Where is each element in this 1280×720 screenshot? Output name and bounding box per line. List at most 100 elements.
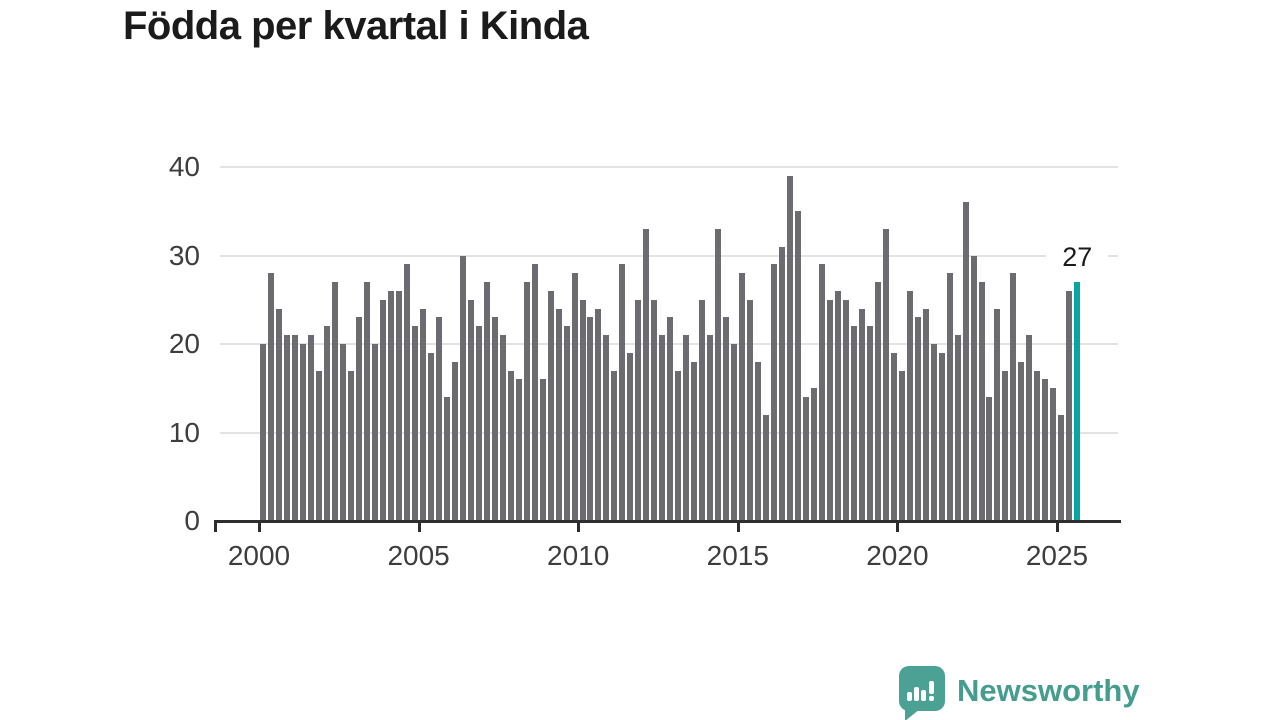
bar xyxy=(691,361,698,521)
bar xyxy=(356,317,363,521)
y-axis-tick-label: 40 xyxy=(168,151,200,182)
grid-line xyxy=(220,254,1118,257)
bar xyxy=(483,282,490,521)
bar xyxy=(1058,414,1065,521)
bar xyxy=(611,370,618,521)
bar xyxy=(986,397,993,521)
x-axis-tick-label: 2025 xyxy=(1025,540,1089,571)
x-axis-tick xyxy=(896,523,900,532)
bar xyxy=(699,299,706,521)
bar xyxy=(380,299,386,521)
bar xyxy=(348,370,355,521)
bar xyxy=(1018,361,1025,521)
bar xyxy=(292,335,299,521)
bar xyxy=(874,282,881,521)
bar xyxy=(667,317,674,521)
bar xyxy=(427,352,434,521)
bar xyxy=(595,308,602,521)
bar xyxy=(324,326,331,521)
bar xyxy=(387,290,394,521)
bar xyxy=(403,264,410,521)
bar xyxy=(962,202,969,521)
bar xyxy=(260,344,267,521)
logo-exclamation-dot-icon xyxy=(929,696,934,701)
bar xyxy=(1034,370,1041,521)
bar xyxy=(308,335,315,521)
bar xyxy=(579,299,586,521)
grid-line xyxy=(220,166,1118,168)
bar xyxy=(627,352,634,521)
bar xyxy=(300,344,307,521)
bar xyxy=(1042,379,1049,521)
y-axis-tick-label: 20 xyxy=(168,328,200,359)
bar xyxy=(1066,290,1073,521)
bar xyxy=(826,299,833,521)
bar xyxy=(284,335,291,521)
bar xyxy=(411,326,418,521)
bar xyxy=(659,335,666,521)
bar xyxy=(523,282,530,521)
bar xyxy=(635,299,642,521)
x-axis-tick xyxy=(1056,523,1059,532)
x-axis-tick xyxy=(736,523,740,532)
bar xyxy=(563,326,570,521)
bar xyxy=(818,264,825,521)
bar xyxy=(802,397,809,521)
bar xyxy=(332,282,339,521)
x-axis-tick-label: 2010 xyxy=(547,540,610,571)
highlight-bar xyxy=(1074,282,1081,521)
bar xyxy=(467,299,474,521)
bar xyxy=(810,388,817,521)
bar xyxy=(443,397,450,521)
bar xyxy=(547,290,554,521)
bar xyxy=(515,379,522,521)
bar xyxy=(850,326,857,521)
bar xyxy=(268,273,275,521)
bar xyxy=(419,308,426,521)
bar xyxy=(643,228,650,521)
bar xyxy=(475,326,482,521)
bar xyxy=(364,282,371,521)
bar xyxy=(451,361,458,521)
bar xyxy=(571,273,578,521)
bar xyxy=(1010,273,1017,521)
bar xyxy=(898,370,905,521)
bar xyxy=(491,317,498,521)
bar xyxy=(372,344,379,521)
x-axis-tick xyxy=(258,523,261,532)
x-axis-tick-label: 2000 xyxy=(227,540,291,571)
bar xyxy=(890,352,897,521)
bar xyxy=(882,228,889,521)
highlight-value-label: 27 xyxy=(1046,241,1109,273)
bar xyxy=(938,352,945,521)
bar xyxy=(834,290,841,521)
bar xyxy=(1002,370,1009,521)
y-axis-tick-label: 30 xyxy=(168,239,200,271)
x-axis-tick xyxy=(417,523,421,532)
axis-origin-tick xyxy=(214,523,217,532)
bar xyxy=(731,344,738,521)
bar xyxy=(930,344,937,521)
bar xyxy=(914,317,921,521)
bar xyxy=(866,326,873,521)
x-axis-tick-label: 2020 xyxy=(866,540,929,571)
x-axis-line xyxy=(214,520,1121,523)
bar xyxy=(499,335,506,521)
bar xyxy=(276,308,283,521)
logo-text: Newsworthy xyxy=(957,673,1140,708)
bar xyxy=(459,255,466,521)
bar xyxy=(316,370,323,521)
bar xyxy=(683,335,690,521)
bar xyxy=(507,370,514,521)
x-axis-tick-label: 2005 xyxy=(387,540,450,571)
bar xyxy=(786,175,793,521)
bar xyxy=(555,308,562,521)
bar xyxy=(603,335,610,521)
newsworthy-logo: Newsworthy xyxy=(899,666,1140,720)
bar xyxy=(906,290,913,521)
bar xyxy=(779,246,785,521)
y-axis-tick-label: 10 xyxy=(168,416,200,448)
bar xyxy=(531,264,538,521)
bar xyxy=(794,211,801,521)
